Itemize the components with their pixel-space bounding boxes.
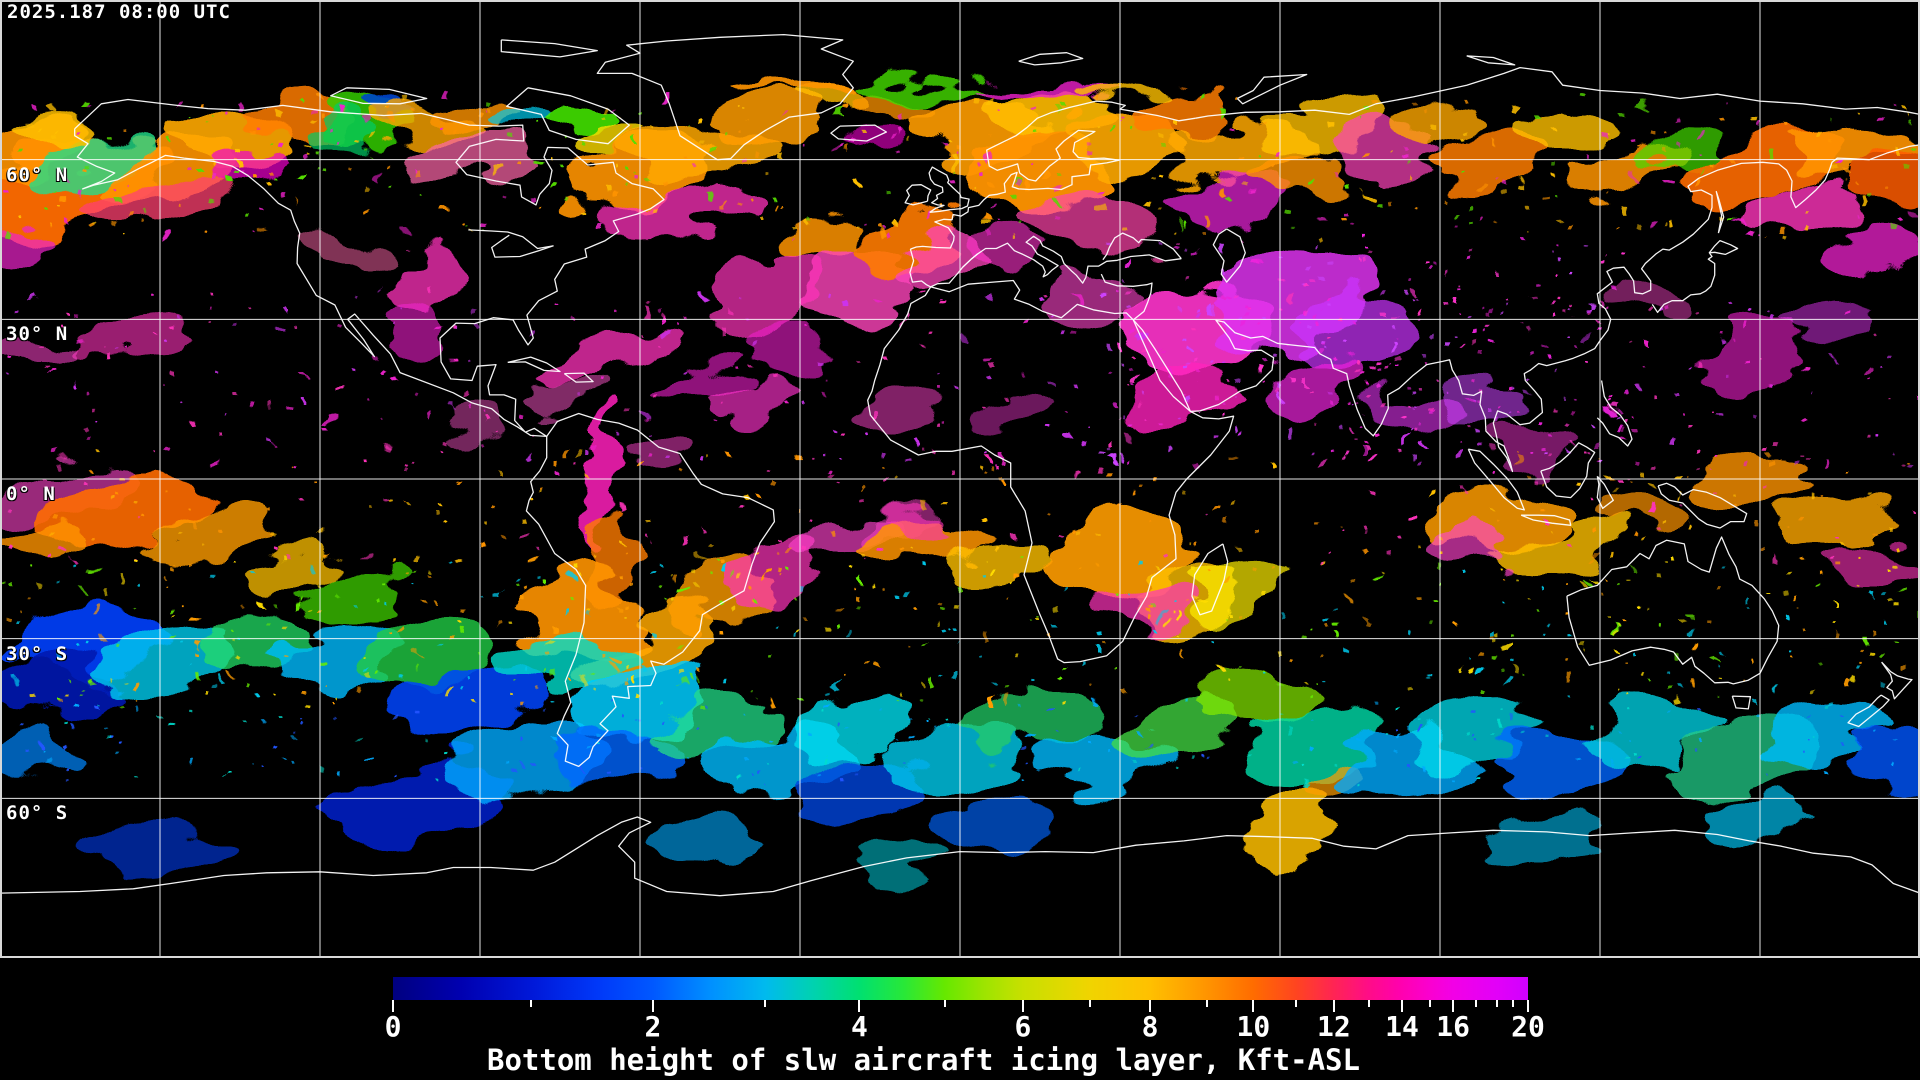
coastline-svalbard — [1018, 52, 1084, 66]
coastline-black_sea — [1102, 232, 1182, 261]
coastline-ireland — [904, 184, 932, 206]
coastline-sulawesi — [1596, 475, 1614, 509]
coastline-arctic_island_ellesmere — [500, 39, 598, 58]
coastline-great_lakes — [468, 229, 554, 258]
coastline-mediterranean_north — [962, 235, 1182, 284]
coastline-nz_south — [1847, 694, 1890, 728]
coastline-iceland — [830, 124, 888, 142]
coastline-nz_north — [1881, 661, 1913, 700]
coastlines-layer — [0, 33, 1920, 897]
coastline-cuba — [507, 356, 561, 373]
graticule-layer — [0, 0, 1920, 958]
coastline-south_america — [525, 412, 776, 768]
icing-speckle-layer — [1, 95, 1920, 784]
coastline-greenland — [596, 33, 854, 161]
coastline-caspian_sea — [1212, 228, 1246, 283]
coastline-hispaniola — [563, 372, 594, 383]
coastline-arctic_island_baffin — [506, 87, 630, 145]
lat-label: 30° S — [6, 642, 69, 665]
coastline-sakhalin — [1715, 190, 1725, 234]
coastline-borneo — [1540, 442, 1596, 499]
coastline-uk — [928, 166, 970, 214]
coastline-japan — [1651, 239, 1739, 314]
lat-label: 60° S — [6, 802, 69, 825]
coastline-eurasia_north — [1195, 66, 1920, 119]
coastline-antarctica — [0, 816, 1920, 897]
coastline-novaya_zemlya — [1236, 73, 1308, 105]
colorbar-legend — [0, 958, 1920, 1080]
lat-label: 30° N — [6, 323, 69, 346]
coastline-sumatra — [1467, 448, 1525, 511]
timestamp: 2025.187 08:00 UTC — [7, 1, 231, 23]
coastline-europe_atlantic — [910, 100, 1196, 250]
coastline-madagascar — [1191, 543, 1229, 616]
lat-label: 60° N — [6, 163, 69, 186]
coastline-java — [1520, 514, 1572, 526]
map-canvas — [0, 0, 1920, 958]
coastline-philippines — [1596, 380, 1633, 447]
map-frame — [0, 0, 1920, 958]
coastline-new_guinea — [1657, 482, 1748, 529]
coastline-arctic_island_victoria — [330, 87, 428, 105]
coastline-asia_south_east — [1132, 144, 1920, 473]
coastline-africa — [867, 279, 1235, 664]
coastline-north_america — [74, 98, 665, 438]
coastline-australia — [1566, 536, 1780, 685]
coastline-severnaya_zemlya — [1466, 55, 1516, 66]
lat-label: 0° N — [6, 483, 56, 505]
world-map: 2025.187 08:00 UTC 60° N 30° N 0° N 30° S 60… — [0, 0, 1920, 958]
coastline-anatolia_levant — [1100, 273, 1153, 321]
coastline-tasmania — [1731, 695, 1752, 710]
